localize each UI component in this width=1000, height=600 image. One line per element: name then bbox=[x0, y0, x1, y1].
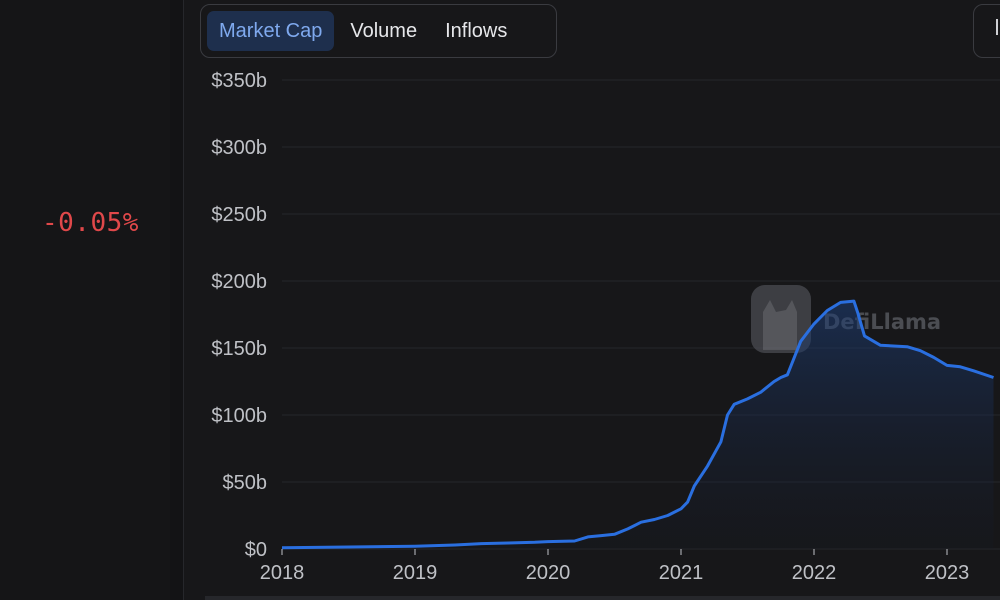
panel-bottom-border bbox=[205, 596, 1000, 600]
tab-market-cap[interactable]: Market Cap bbox=[207, 11, 335, 51]
y-tick-label: $100b bbox=[211, 405, 267, 427]
y-tick-label: $350b bbox=[211, 70, 267, 92]
chart-tabs: Market Cap Volume Inflows bbox=[200, 4, 557, 58]
y-tick-label: $200b bbox=[211, 271, 267, 293]
x-axis: 2018 2019 2020 2021 2022 2023 bbox=[260, 549, 970, 584]
tab-inflows[interactable]: Inflows bbox=[445, 20, 508, 42]
options-button[interactable] bbox=[973, 4, 1000, 58]
x-tick-label: 2020 bbox=[526, 562, 571, 584]
x-tick-label: 2018 bbox=[260, 562, 305, 584]
y-tick-label: $50b bbox=[223, 472, 268, 494]
x-tick-label: 2022 bbox=[792, 562, 837, 584]
x-tick-label: 2019 bbox=[393, 562, 438, 584]
panel-divider bbox=[170, 0, 184, 600]
series-line bbox=[281, 299, 994, 550]
x-tick-label: 2023 bbox=[925, 562, 970, 584]
y-tick-label: $150b bbox=[211, 338, 267, 360]
llama-logo-shape bbox=[763, 300, 797, 350]
y-axis: $0 $50b $100b $150b $200b $250b $300b $350b bbox=[211, 70, 267, 561]
y-tick-label: $300b bbox=[211, 137, 267, 159]
tab-volume[interactable]: Volume bbox=[350, 20, 418, 42]
y-tick-label: $0 bbox=[245, 539, 267, 561]
x-tick-label: 2021 bbox=[659, 562, 704, 584]
stats-panel: -0.05% bbox=[0, 0, 170, 600]
area-fill bbox=[282, 301, 994, 549]
options-icon bbox=[996, 19, 998, 35]
change-value: -0.05% bbox=[42, 208, 139, 238]
y-tick-label: $250b bbox=[211, 204, 267, 226]
